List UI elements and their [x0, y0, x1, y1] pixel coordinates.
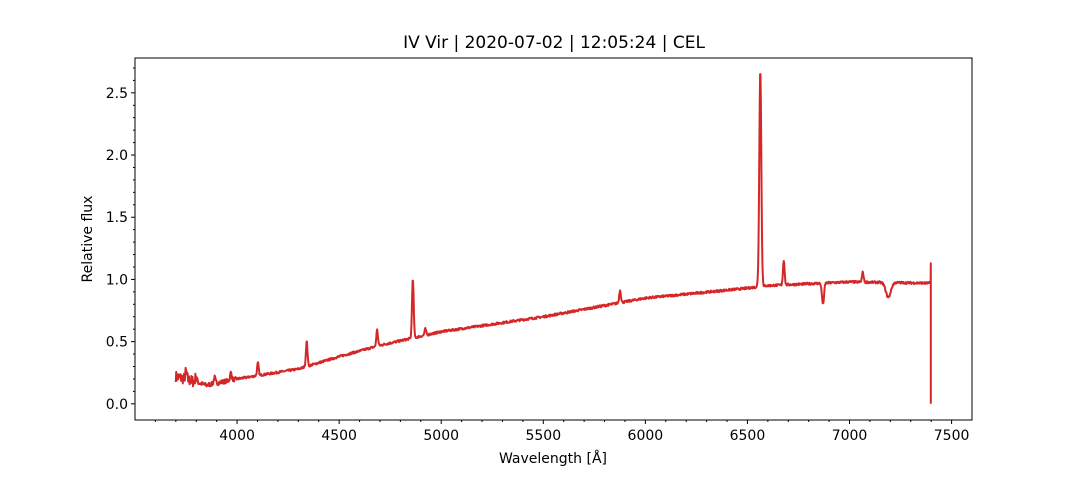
y-tick-label: 1.0	[106, 272, 128, 288]
y-tick-label: 1.5	[106, 210, 128, 226]
plot-frame	[134, 57, 973, 421]
spectrum-line	[174, 73, 932, 404]
chart-title: IV Vir | 2020-07-02 | 12:05:24 | CEL	[403, 33, 705, 53]
x-tick-label: 5500	[525, 428, 561, 444]
x-tick-label: 4000	[219, 428, 255, 444]
x-tick-label: 4500	[321, 428, 357, 444]
y-tick-label: 0.0	[106, 397, 128, 413]
x-tick-label: 5000	[423, 428, 459, 444]
x-tick-label: 6500	[730, 428, 766, 444]
plot-area	[174, 73, 932, 404]
x-tick-label: 7500	[934, 428, 970, 444]
y-axis-label: Relative flux	[80, 196, 96, 283]
x-axis-label: Wavelength [Å]	[499, 450, 607, 467]
x-axis: 4000 4500 5000 5500 6000 6500 7000 7500	[154, 420, 970, 444]
x-tick-label: 7000	[832, 428, 868, 444]
y-tick-label: 2.0	[106, 148, 128, 164]
y-axis: 0.0 0.5 1.0 1.5 2.0 2.5	[106, 67, 135, 413]
x-tick-label: 6000	[628, 428, 664, 444]
y-tick-label: 2.5	[106, 86, 128, 102]
y-tick-label: 0.5	[106, 335, 128, 351]
